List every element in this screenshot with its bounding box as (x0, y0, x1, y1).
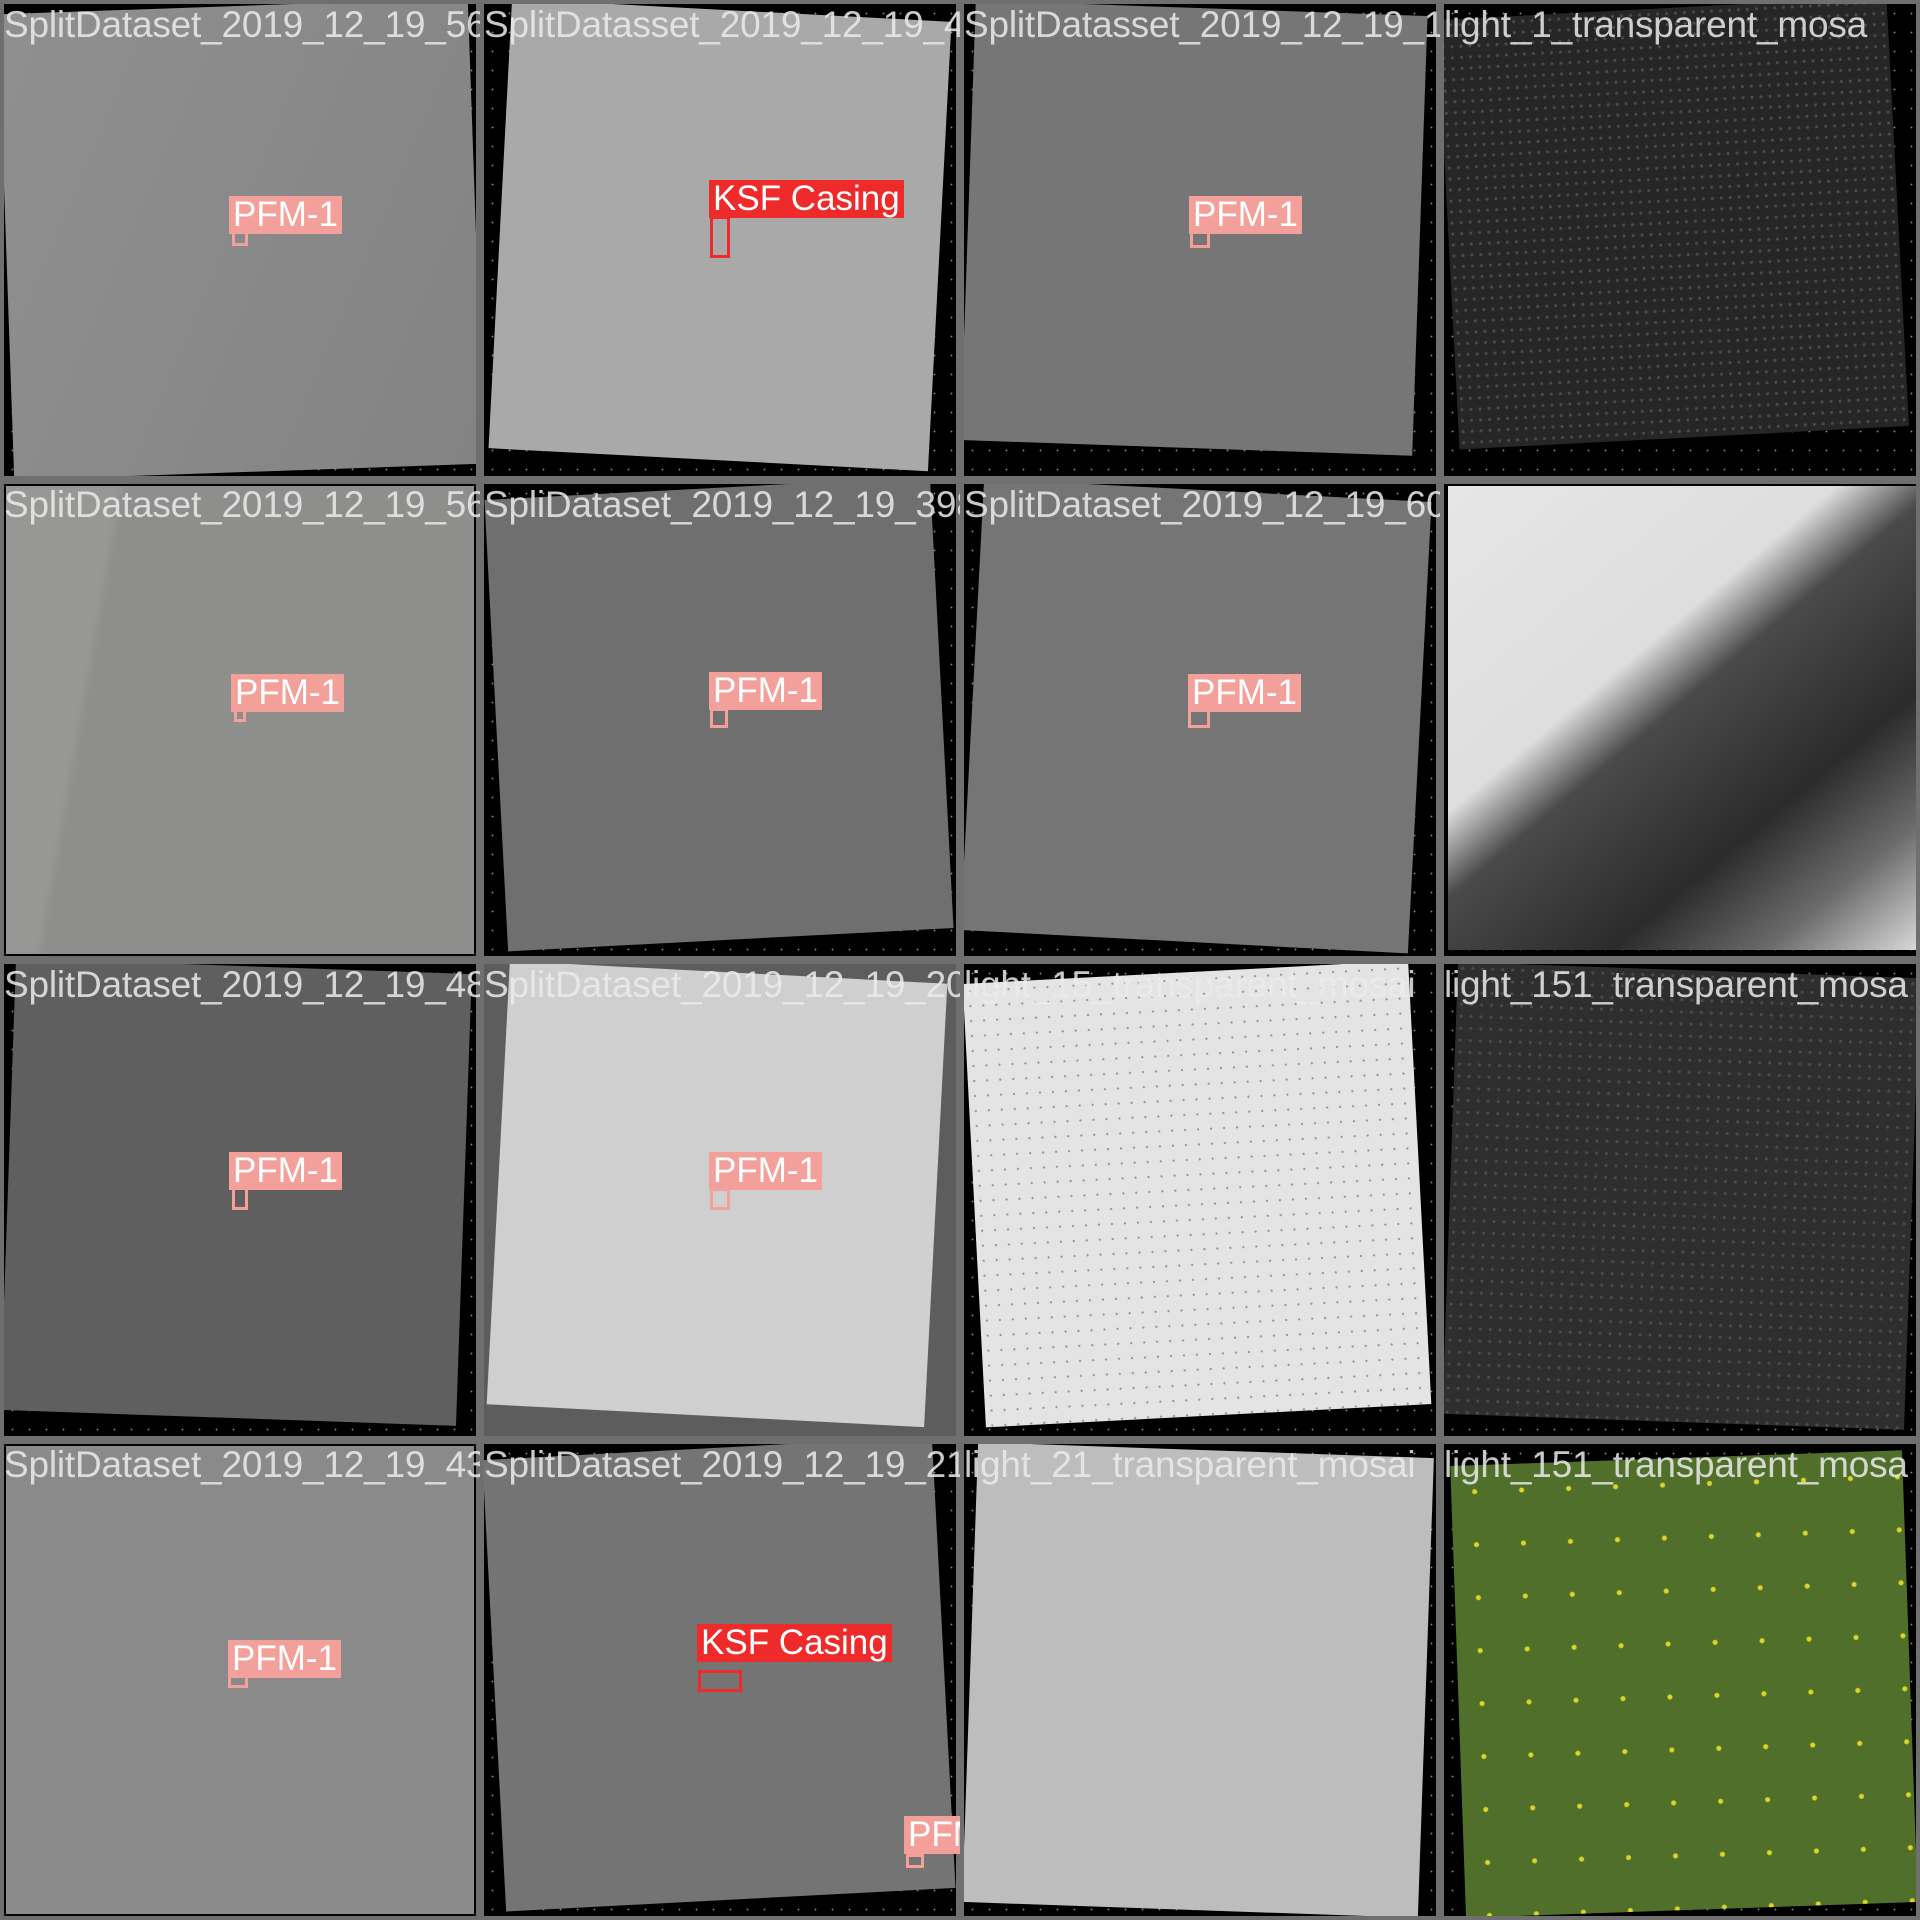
tile-12[interactable]: light_151_transparent_mosa (1440, 960, 1920, 1440)
tile-caption: light_15_transparent_mosai (964, 964, 1416, 1005)
grass-image (1442, 962, 1920, 1430)
tile-3[interactable]: PFM-1 SplitDatasset_2019_12_19_19704914_… (960, 0, 1440, 480)
tile-4[interactable]: light_1_transparent_mosa (1440, 0, 1920, 480)
tile-11[interactable]: light_15_transparent_mosai (960, 960, 1440, 1440)
tile-13[interactable]: PFM-1 SplitDataset_2019_12_19_43868_tase… (0, 1440, 480, 1920)
detection-label: PFM-1 (228, 1640, 341, 1678)
detection-label: PFM-1 (904, 1816, 960, 1854)
green-grass-image (1450, 1450, 1918, 1918)
tile-caption: SplitDataset_2019_12_19_60500_transparen… (964, 484, 1440, 525)
tile-caption: light_21_transparent_mosai (964, 1444, 1416, 1485)
tile-6[interactable]: PFM-1 SpliDataset_2019_12_19_39813_tasdl… (480, 480, 960, 960)
detection-box (710, 216, 730, 258)
detection-label: PFM-1 (231, 674, 344, 712)
tile-2[interactable]: KSF Casing SplitDatasset_2019_12_19_4041… (480, 0, 960, 480)
tile-caption: SplitDatasset_2019_12_19_19704914_taoanp… (964, 4, 1440, 45)
tile-caption: SplitDataset_2019_12_19_56917_tsfet_png_… (4, 4, 480, 45)
tile-7[interactable]: PFM-1 SplitDataset_2019_12_19_60500_tran… (960, 480, 1440, 960)
grass-image (1440, 0, 1909, 450)
detection-label: KSF Casing (709, 180, 904, 218)
detection-label: PFM-1 (709, 672, 822, 710)
detection-label: KSF Casing (697, 1624, 892, 1662)
tile-5[interactable]: PFM-1 SplitDataset_2019_12_19_56495_taas… (0, 480, 480, 960)
tile-1[interactable]: PFM-1 SplitDataset_2019_12_19_56917_tsfe… (0, 0, 480, 480)
detection-label: PFM-1 (1189, 196, 1302, 234)
tile-caption: SpliDataset_2019_12_19_39813_tasdl_2019_… (484, 484, 960, 525)
detection-box (710, 708, 728, 728)
tile-caption: SplitDataset_2019_12_19_20995_15_ranspar… (484, 964, 960, 1005)
tile-caption: light_151_transparent_mosa (1444, 1444, 1908, 1485)
detection-label: PFM-1 (229, 1152, 342, 1190)
detection-box (698, 1670, 742, 1692)
sand-shadow-image (1448, 486, 1918, 950)
detection-box (710, 1188, 730, 1210)
sand-image (962, 1442, 1434, 1918)
tile-8[interactable] (1440, 480, 1920, 960)
tile-caption: SplitDatasset_2019_12_19_40414_tasnyd_20… (484, 4, 960, 45)
tile-14[interactable]: KSF Casing PFM-1 SplitDataset_2019_12_19… (480, 1440, 960, 1920)
tile-16[interactable]: light_151_transparent_mosa (1440, 1440, 1920, 1920)
tile-9[interactable]: PFM-1 SplitDataset_2019_12_19_48101_tasf… (0, 960, 480, 1440)
tile-15[interactable]: light_21_transparent_mosai (960, 1440, 1440, 1920)
tile-10[interactable]: PFM-1 SplitDataset_2019_12_19_20995_15_r… (480, 960, 960, 1440)
detection-label: PFM-1 (1188, 674, 1301, 712)
sand-image (962, 960, 1432, 1428)
detection-box (906, 1854, 924, 1868)
detection-label: PFM-1 (709, 1152, 822, 1190)
tile-caption: light_151_transparent_mosa (1444, 964, 1908, 1005)
gravel-image (6, 1446, 474, 1914)
tile-caption: SplitDataset_2019_12_19_21_fl_transparen… (484, 1444, 960, 1485)
tile-caption: SplitDataset_2019_12_19_48101_tasfet_201… (4, 964, 480, 1005)
tile-caption: SplitDataset_2019_12_19_43868_taset_2019… (4, 1444, 480, 1485)
tile-caption: SplitDataset_2019_12_19_56495_taasa_png_… (4, 484, 480, 525)
tile-caption: light_1_transparent_mosa (1444, 4, 1868, 45)
detection-label: PFM-1 (229, 196, 342, 234)
